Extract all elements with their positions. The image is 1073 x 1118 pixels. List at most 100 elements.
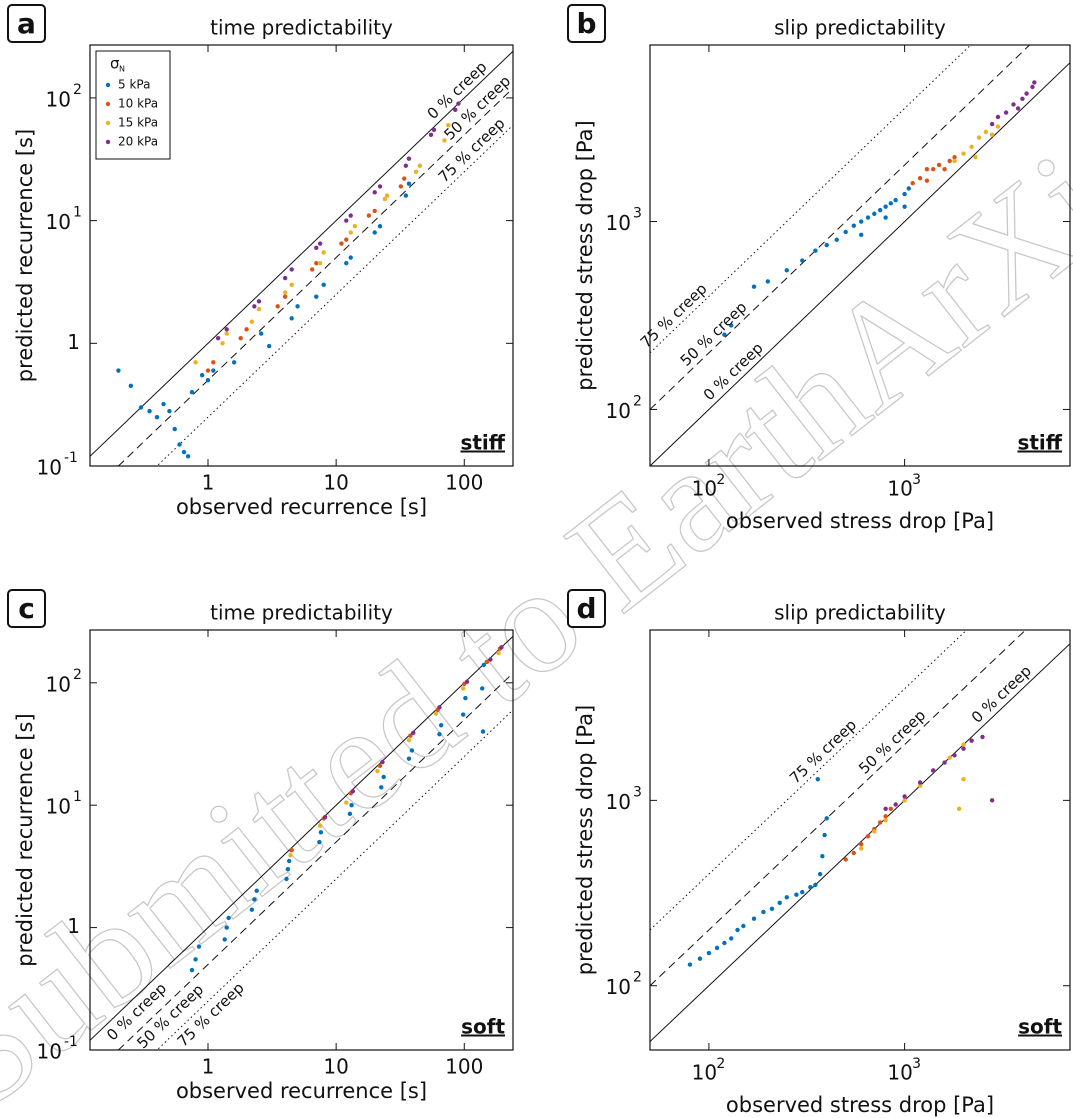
data-point [877,820,883,825]
creep-line [117,672,513,1050]
legend-title-sub: N [119,65,125,74]
data-point [989,121,995,127]
x-tick-exp: 3 [912,472,921,488]
data-point [254,888,259,893]
x-tick-label: 1 [202,471,215,495]
data-point [463,695,468,701]
data-point [735,927,740,933]
data-point [403,163,409,168]
y-axis-label: predicted recurrence [s] [13,129,37,382]
data-point [729,936,734,941]
data-point [488,657,493,662]
data-point [295,304,300,309]
data-point [413,169,419,174]
data-point [936,162,942,168]
data-point [177,442,182,447]
data-point [851,850,857,856]
data-point [883,814,888,819]
y-tick-label: 10 [46,672,71,696]
plot-frame [649,44,1071,467]
y-tick-exp: 2 [73,667,82,683]
data-point [437,732,442,737]
data-point [1024,91,1029,96]
data-point [902,191,907,197]
data-point [995,114,1001,120]
data-point [321,282,326,287]
chart-title: time predictability [210,16,393,40]
panel-label: b [576,7,596,40]
data-point [222,937,227,942]
data-point [983,129,989,135]
data-point [288,853,293,858]
data-point [384,193,390,198]
data-point [973,154,978,160]
panel-label-box [567,4,606,43]
data-point [706,950,712,956]
data-point [244,327,249,332]
y-tick-label: 10 [46,87,71,111]
data-point [375,768,380,774]
data-point [906,186,911,191]
data-point [820,853,825,859]
data-point [314,260,319,266]
data-point [382,196,388,202]
legend-label: 20 kPa [118,135,158,149]
y-tick-exp: 1 [73,205,82,221]
y-tick-exp: 2 [633,970,642,986]
data-point [741,923,746,929]
data-point [824,816,829,821]
data-point [751,916,757,921]
data-point [289,267,294,272]
legend-marker [105,101,111,107]
data-point [858,846,864,851]
data-point [402,176,407,181]
y-tick-exp: -1 [64,450,78,466]
data-point [808,885,813,890]
y-axis-label: predicted stress drop [Pa] [573,705,597,975]
data-point [344,260,349,266]
data-point [877,207,883,213]
creep-line [90,50,513,457]
data-point [406,737,412,743]
y-tick-exp: 3 [633,206,642,222]
chart-title: time predictability [210,601,393,625]
data-point [917,783,923,788]
creep-label: 75 % creep [786,716,860,787]
data-point [800,889,805,895]
data-point [883,215,888,220]
data-point [888,201,894,206]
legend-marker [105,82,111,88]
data-point [289,282,294,287]
data-point [211,360,216,365]
data-point [128,383,134,389]
x-axis-label: observed recurrence [s] [176,1079,427,1103]
data-point [309,267,315,272]
data-point [406,156,412,161]
data-point [379,785,384,790]
plot-frame [89,44,514,467]
condition-label: stiff [1017,431,1062,455]
legend-marker [105,139,111,145]
data-point [317,241,323,246]
data-point [381,774,386,780]
data-point [481,662,486,668]
data-point [969,144,974,149]
data-point [496,650,501,656]
legend-label: 5 kPa [118,78,150,92]
creep-line [90,635,513,1041]
data-point [258,331,264,336]
data-point [1011,102,1016,107]
data-point [865,215,871,220]
creep-line [156,124,513,466]
x-tick-exp: 2 [716,472,725,488]
data-point [784,895,789,900]
data-point [348,255,353,260]
data-point [344,218,349,223]
condition-label: stiff [460,431,505,455]
data-point [902,798,907,803]
data-point [813,882,818,888]
data-point [224,327,229,332]
data-point [406,756,412,761]
data-point [282,275,288,281]
